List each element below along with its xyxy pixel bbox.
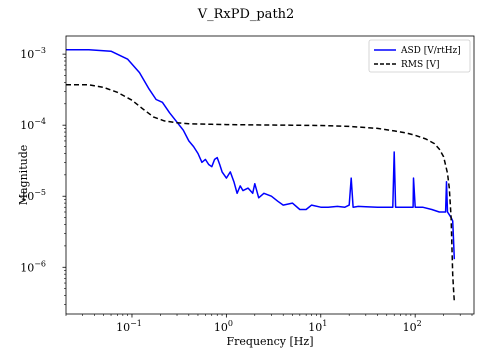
legend-label-asd: ASD [V/rtHz] [400, 46, 461, 56]
y-tick-label: 10−4 [20, 117, 46, 132]
legend: ASD [V/rtHz] RMS [V] [368, 39, 471, 73]
x-tick-label: 100 [214, 319, 233, 334]
x-axis-label: Frequency [Hz] [227, 335, 314, 348]
series-line-0 [66, 49, 456, 260]
series-line-1 [66, 84, 456, 302]
y-tick-label: 10−3 [20, 46, 46, 61]
series-layer [66, 49, 456, 302]
y-tick-label: 10−6 [20, 259, 46, 274]
y-axis-label: Magnitude [17, 145, 30, 206]
plot-frame [65, 35, 475, 315]
y-tick-label: 10−5 [20, 188, 46, 203]
ticks-layer: 10−1 100 101 102 10−6 10−5 10−4 10−3 [20, 46, 473, 334]
x-tick-label: 101 [308, 319, 327, 334]
x-tick-label: 102 [403, 319, 422, 334]
legend-label-rms: RMS [V] [401, 60, 440, 70]
x-tick-label: 10−1 [116, 319, 142, 334]
chart-title: V_RxPD_path2 [197, 7, 295, 22]
